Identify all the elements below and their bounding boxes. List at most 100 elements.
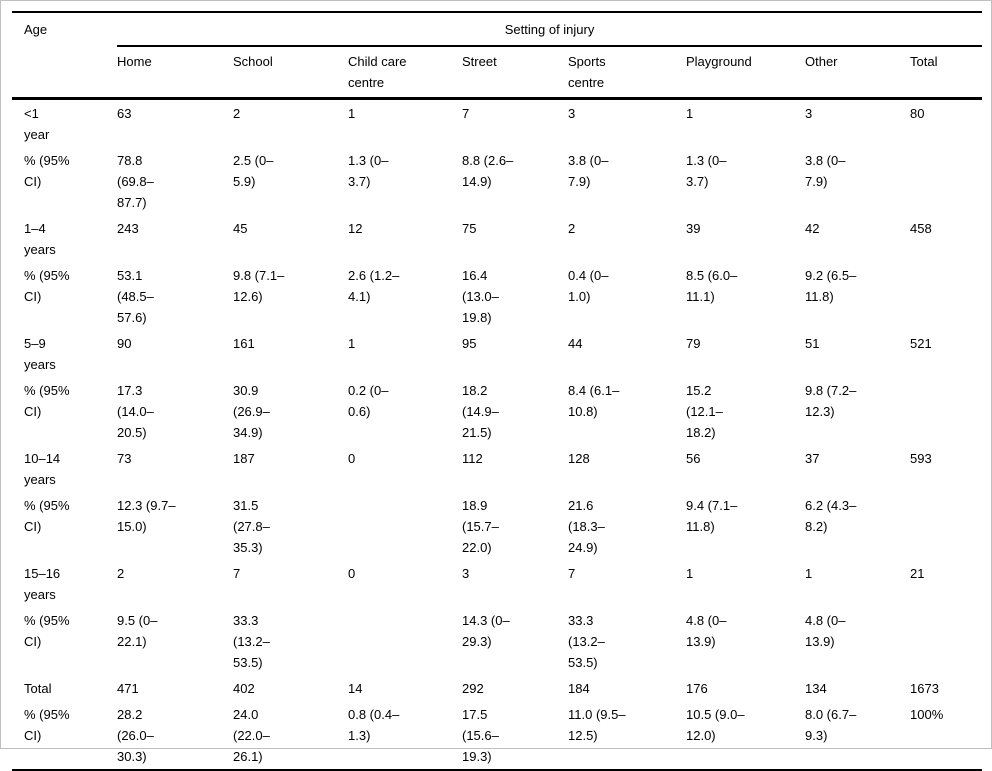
data-cell: 30.9 (26.9– 34.9): [233, 383, 270, 440]
data-cell: 7: [568, 566, 576, 581]
data-cell: 42: [805, 221, 820, 236]
data-cell: 44: [568, 336, 583, 351]
data-cell: 402: [233, 681, 255, 696]
row-label: 5–9 years: [24, 336, 56, 372]
row-label: 1–4 years: [24, 221, 56, 257]
data-cell: 21.6 (18.3– 24.9): [568, 498, 605, 555]
data-cell: 187: [233, 451, 255, 466]
col-header-other: Other: [805, 46, 910, 100]
row-label: % (95% CI): [24, 153, 70, 189]
spanner-row: Age Setting of injury: [12, 12, 983, 100]
data-cell: [348, 492, 462, 560]
col-header-sports-centre: Sports centre: [568, 46, 686, 100]
data-cell: 458: [910, 221, 932, 236]
data-cell: 79: [686, 336, 701, 351]
row-label: % (95% CI): [24, 268, 70, 304]
data-cell: 90: [117, 336, 132, 351]
data-cell: 1: [686, 106, 694, 121]
data-cell: [910, 147, 982, 215]
col-header-total: Total: [910, 46, 983, 100]
data-cell: 243: [117, 221, 139, 236]
row-label: 15–16 years: [24, 566, 61, 602]
data-cell: 33.3 (13.2– 53.5): [233, 613, 270, 670]
data-cell: 45: [233, 221, 248, 236]
row-label: % (95% CI): [24, 383, 70, 419]
data-cell: 73: [117, 451, 132, 466]
col-header-child-care-centre: Child care centre: [348, 46, 462, 100]
data-cell: 12.3 (9.7– 15.0): [117, 498, 176, 534]
data-cell: 0: [348, 451, 356, 466]
data-cell: [910, 607, 982, 675]
row-label: 10–14 years: [24, 451, 61, 487]
row-label: % (95% CI): [24, 498, 70, 534]
data-cell: 9.5 (0– 22.1): [117, 613, 158, 649]
column-header-row: Home School Child care centre Street Spo…: [12, 46, 983, 100]
data-cell: 18.2 (14.9– 21.5): [462, 383, 499, 440]
data-cell: 9.2 (6.5– 11.8): [805, 268, 857, 304]
table-row-age-5-9-counts: 5–9 years 90 161 1 95 44 79 51 521: [12, 330, 982, 377]
data-cell: 3: [462, 566, 470, 581]
data-cell: 3: [805, 106, 813, 121]
data-cell: 3.8 (0– 7.9): [805, 153, 846, 189]
data-cell: [910, 377, 982, 445]
data-cell: 9.8 (7.2– 12.3): [805, 383, 857, 419]
row-label: % (95% CI): [24, 707, 70, 743]
data-cell: 9.4 (7.1– 11.8): [686, 498, 738, 534]
data-cell: 100%: [910, 707, 944, 722]
data-cell: 292: [462, 681, 484, 696]
data-cell: 24.0 (22.0– 26.1): [233, 707, 270, 764]
row-label: % (95% CI): [24, 613, 70, 649]
data-cell: 3: [568, 106, 576, 121]
data-cell: 18.9 (15.7– 22.0): [462, 498, 499, 555]
data-cell: 593: [910, 451, 932, 466]
data-cell: 14.3 (0– 29.3): [462, 613, 510, 649]
col-header-age: Age: [12, 12, 117, 100]
data-cell: [910, 492, 982, 560]
data-cell: 1: [686, 566, 694, 581]
data-cell: 9.8 (7.1– 12.6): [233, 268, 285, 304]
data-cell: 184: [568, 681, 590, 696]
data-cell: 112: [462, 451, 483, 466]
table-row-age-1-4-counts: 1–4 years 243 45 12 75 2 39 42 458: [12, 215, 982, 262]
data-cell: 51: [805, 336, 820, 351]
data-cell: 176: [686, 681, 708, 696]
data-cell: 0.8 (0.4– 1.3): [348, 707, 400, 743]
data-cell: 4.8 (0– 13.9): [805, 613, 846, 649]
data-cell: 31.5 (27.8– 35.3): [233, 498, 270, 555]
data-cell: 7: [462, 106, 470, 121]
table-row-age-lt1-percent: % (95% CI) 78.8 (69.8– 87.7) 2.5 (0– 5.9…: [12, 147, 982, 215]
data-cell: 8.8 (2.6– 14.9): [462, 153, 514, 189]
data-cell: 15.2 (12.1– 18.2): [686, 383, 723, 440]
table-row-age-10-14-percent: % (95% CI) 12.3 (9.7– 15.0) 31.5 (27.8– …: [12, 492, 982, 560]
data-cell: 2: [233, 106, 241, 121]
data-cell: 8.5 (6.0– 11.1): [686, 268, 738, 304]
data-cell: 8.4 (6.1– 10.8): [568, 383, 620, 419]
data-cell: 1: [805, 566, 813, 581]
data-cell: 75: [462, 221, 477, 236]
data-cell: 0.2 (0– 0.6): [348, 383, 389, 419]
col-header-school: School: [233, 46, 348, 100]
data-cell: 28.2 (26.0– 30.3): [117, 707, 154, 764]
data-cell: 4.8 (0– 13.9): [686, 613, 727, 649]
data-cell: 33.3 (13.2– 53.5): [568, 613, 605, 670]
data-cell: 0.4 (0– 1.0): [568, 268, 609, 304]
table-row-age-10-14-counts: 10–14 years 73 187 0 112 128 56 37 593: [12, 445, 982, 492]
data-cell: 39: [686, 221, 701, 236]
data-cell: 17.5 (15.6– 19.3): [462, 707, 499, 764]
data-cell: 2: [117, 566, 125, 581]
table-row-age-15-16-percent: % (95% CI) 9.5 (0– 22.1) 33.3 (13.2– 53.…: [12, 607, 982, 675]
data-cell: 1.3 (0– 3.7): [686, 153, 727, 189]
data-cell: 8.0 (6.7– 9.3): [805, 707, 857, 743]
data-cell: 17.3 (14.0– 20.5): [117, 383, 154, 440]
data-cell: 1: [348, 106, 356, 121]
data-cell: [348, 607, 462, 675]
table-header: Age Setting of injury Home School Child …: [12, 12, 983, 100]
data-cell: 7: [233, 566, 241, 581]
data-cell: 21: [910, 566, 925, 581]
data-cell: 1: [348, 336, 356, 351]
data-cell: 10.5 (9.0– 12.0): [686, 707, 745, 743]
table-row-age-5-9-percent: % (95% CI) 17.3 (14.0– 20.5) 30.9 (26.9–…: [12, 377, 982, 445]
row-label: Total: [24, 681, 52, 696]
data-cell: 2.6 (1.2– 4.1): [348, 268, 400, 304]
data-cell: 37: [805, 451, 820, 466]
